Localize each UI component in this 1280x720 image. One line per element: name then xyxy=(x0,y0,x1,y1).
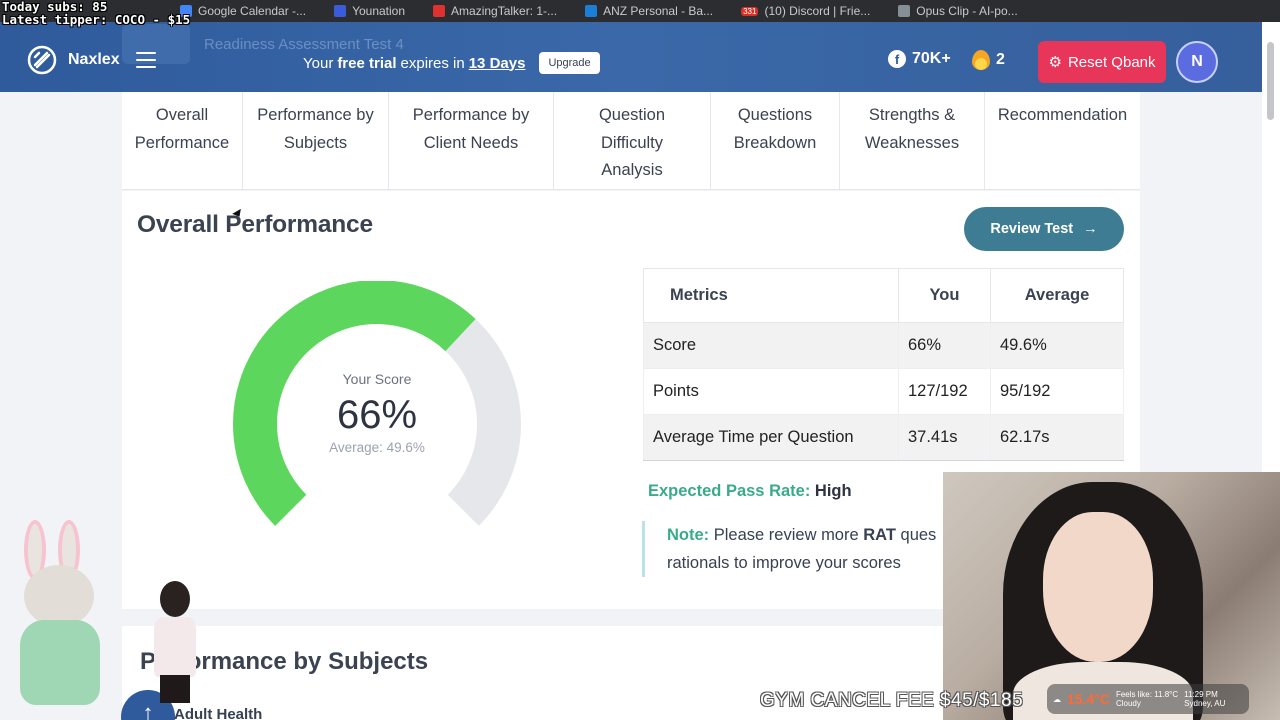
app-header: Readiness Assessment Test 4 Naxlex Your … xyxy=(0,22,1262,92)
review-note: Note: Please review more RAT ques ration… xyxy=(642,521,972,577)
table-cell: 66% xyxy=(898,322,991,369)
report-tabs: Overall Performance Performance by Subje… xyxy=(122,92,1140,190)
tab-overall-performance[interactable]: Overall Performance xyxy=(122,92,243,189)
webcam-feed xyxy=(943,472,1280,720)
trial-banner: Your free trial expires in 13 Days Upgra… xyxy=(303,52,600,74)
brand-logo[interactable]: Naxlex xyxy=(26,44,120,76)
tab-questions-breakdown[interactable]: Questions Breakdown xyxy=(711,92,840,189)
expected-pass-rate: Expected Pass Rate: High xyxy=(648,482,852,500)
stream-stats-overlay: Today subs: 85 Latest tipper: COCO - $15 xyxy=(2,0,190,26)
table-cell: 95/192 xyxy=(990,368,1124,415)
discord-badge: 331 xyxy=(741,6,759,16)
flame-icon xyxy=(972,50,990,70)
streak-counter: 2 xyxy=(972,50,1005,70)
bookmark-discord[interactable]: 331 (10) Discord | Frie... xyxy=(741,4,871,18)
table-cell: 37.41s xyxy=(898,414,991,461)
arrow-right-icon: → xyxy=(1083,221,1098,237)
tab-question-difficulty-analysis[interactable]: Question Difficulty Analysis xyxy=(554,92,711,189)
table-header-row: Metrics You Average xyxy=(643,268,1124,323)
gear-icon: ⚙ xyxy=(1048,54,1062,71)
weather-widget: ☁ 15.4°C Feels like: 11.8°C Cloudy 11:29 … xyxy=(1047,684,1249,714)
bunny-sticker xyxy=(10,520,115,710)
ghost-page-title: Readiness Assessment Test 4 xyxy=(122,24,404,64)
pass-rate-value: High xyxy=(814,482,852,500)
scrollbar-thumb[interactable] xyxy=(1267,42,1274,120)
dancing-avatar-sticker xyxy=(140,575,212,703)
score-gauge xyxy=(233,281,521,526)
ghost-icon-box xyxy=(122,24,190,64)
tab-strengths-weaknesses[interactable]: Strengths & Weaknesses xyxy=(840,92,985,189)
latest-tipper: Latest tipper: COCO - $15 xyxy=(2,12,191,27)
bookmark-opus-clip[interactable]: Opus Clip - AI-po... xyxy=(898,4,1018,18)
column-header: You xyxy=(898,268,991,323)
bookmark-google-calendar[interactable]: Google Calendar -... xyxy=(180,4,306,18)
table-cell: 49.6% xyxy=(990,322,1124,369)
trial-days-link[interactable]: 13 Days xyxy=(468,54,526,72)
bookmark-anz[interactable]: ANZ Personal - Ba... xyxy=(585,4,713,18)
subject-item: Adult Health xyxy=(174,706,263,720)
table-cell: Average Time per Question xyxy=(643,414,899,461)
tab-recommendation[interactable]: Recommendation xyxy=(997,106,1128,124)
table-cell: 62.17s xyxy=(990,414,1124,461)
column-header: Average xyxy=(990,268,1124,323)
avatar[interactable]: N xyxy=(1176,41,1218,83)
subs-count: Today subs: 85 xyxy=(2,0,108,14)
bookmark-younation[interactable]: Younation xyxy=(334,4,405,18)
upgrade-button[interactable]: Upgrade xyxy=(539,52,600,74)
gym-fee-overlay: GYM CANCEL FEE $45/$185 xyxy=(760,690,1024,711)
tab-performance-by-client-needs[interactable]: Performance by Client Needs xyxy=(389,92,554,189)
bookmarks-bar: Google Calendar -... Younation AmazingTa… xyxy=(0,0,1280,22)
opus-icon xyxy=(898,5,911,17)
tab-performance-by-subjects[interactable]: Performance by Subjects xyxy=(243,92,389,189)
bookmark-amazingtalker[interactable]: AmazingTalker: 1-... xyxy=(433,4,557,18)
anz-icon xyxy=(585,5,598,17)
cloud-icon: ☁ xyxy=(1053,694,1061,704)
table-cell: 127/192 xyxy=(898,368,991,415)
section-title: Overall Performance xyxy=(137,211,373,238)
column-header: Metrics xyxy=(643,268,899,323)
arrow-up-icon: ↑ xyxy=(142,700,154,720)
table-cell: Score xyxy=(643,322,899,369)
gauge-label: Your Score xyxy=(342,371,412,387)
metrics-table: Metrics You Average Score 66% 49.6% Poin… xyxy=(643,268,1124,461)
gauge-fill xyxy=(233,281,476,526)
gauge-track xyxy=(445,319,521,526)
menu-icon[interactable] xyxy=(136,52,156,68)
brand-name: Naxlex xyxy=(68,51,120,68)
table-row: Average Time per Question 37.41s 62.17s xyxy=(643,414,1124,461)
table-row: Points 127/192 95/192 xyxy=(643,368,1124,415)
gauge-average: Average: 49.6% xyxy=(329,440,425,455)
calendar-icon xyxy=(180,5,192,17)
shield-icon xyxy=(334,5,347,17)
facebook-community[interactable]: f 70K+ xyxy=(888,50,951,68)
gauge-center-text: Your Score 66% Average: 49.6% xyxy=(222,371,532,455)
table-row: Score 66% 49.6% xyxy=(643,322,1124,369)
review-test-button[interactable]: Review Test → xyxy=(964,207,1124,251)
table-cell: Points xyxy=(643,368,899,415)
reset-qbank-button[interactable]: ⚙ Reset Qbank xyxy=(1038,41,1166,83)
facebook-icon: f xyxy=(888,50,906,68)
gauge-value: 66% xyxy=(336,393,418,437)
naxlex-logo-icon xyxy=(27,45,57,75)
amazingtalker-icon xyxy=(433,5,446,17)
